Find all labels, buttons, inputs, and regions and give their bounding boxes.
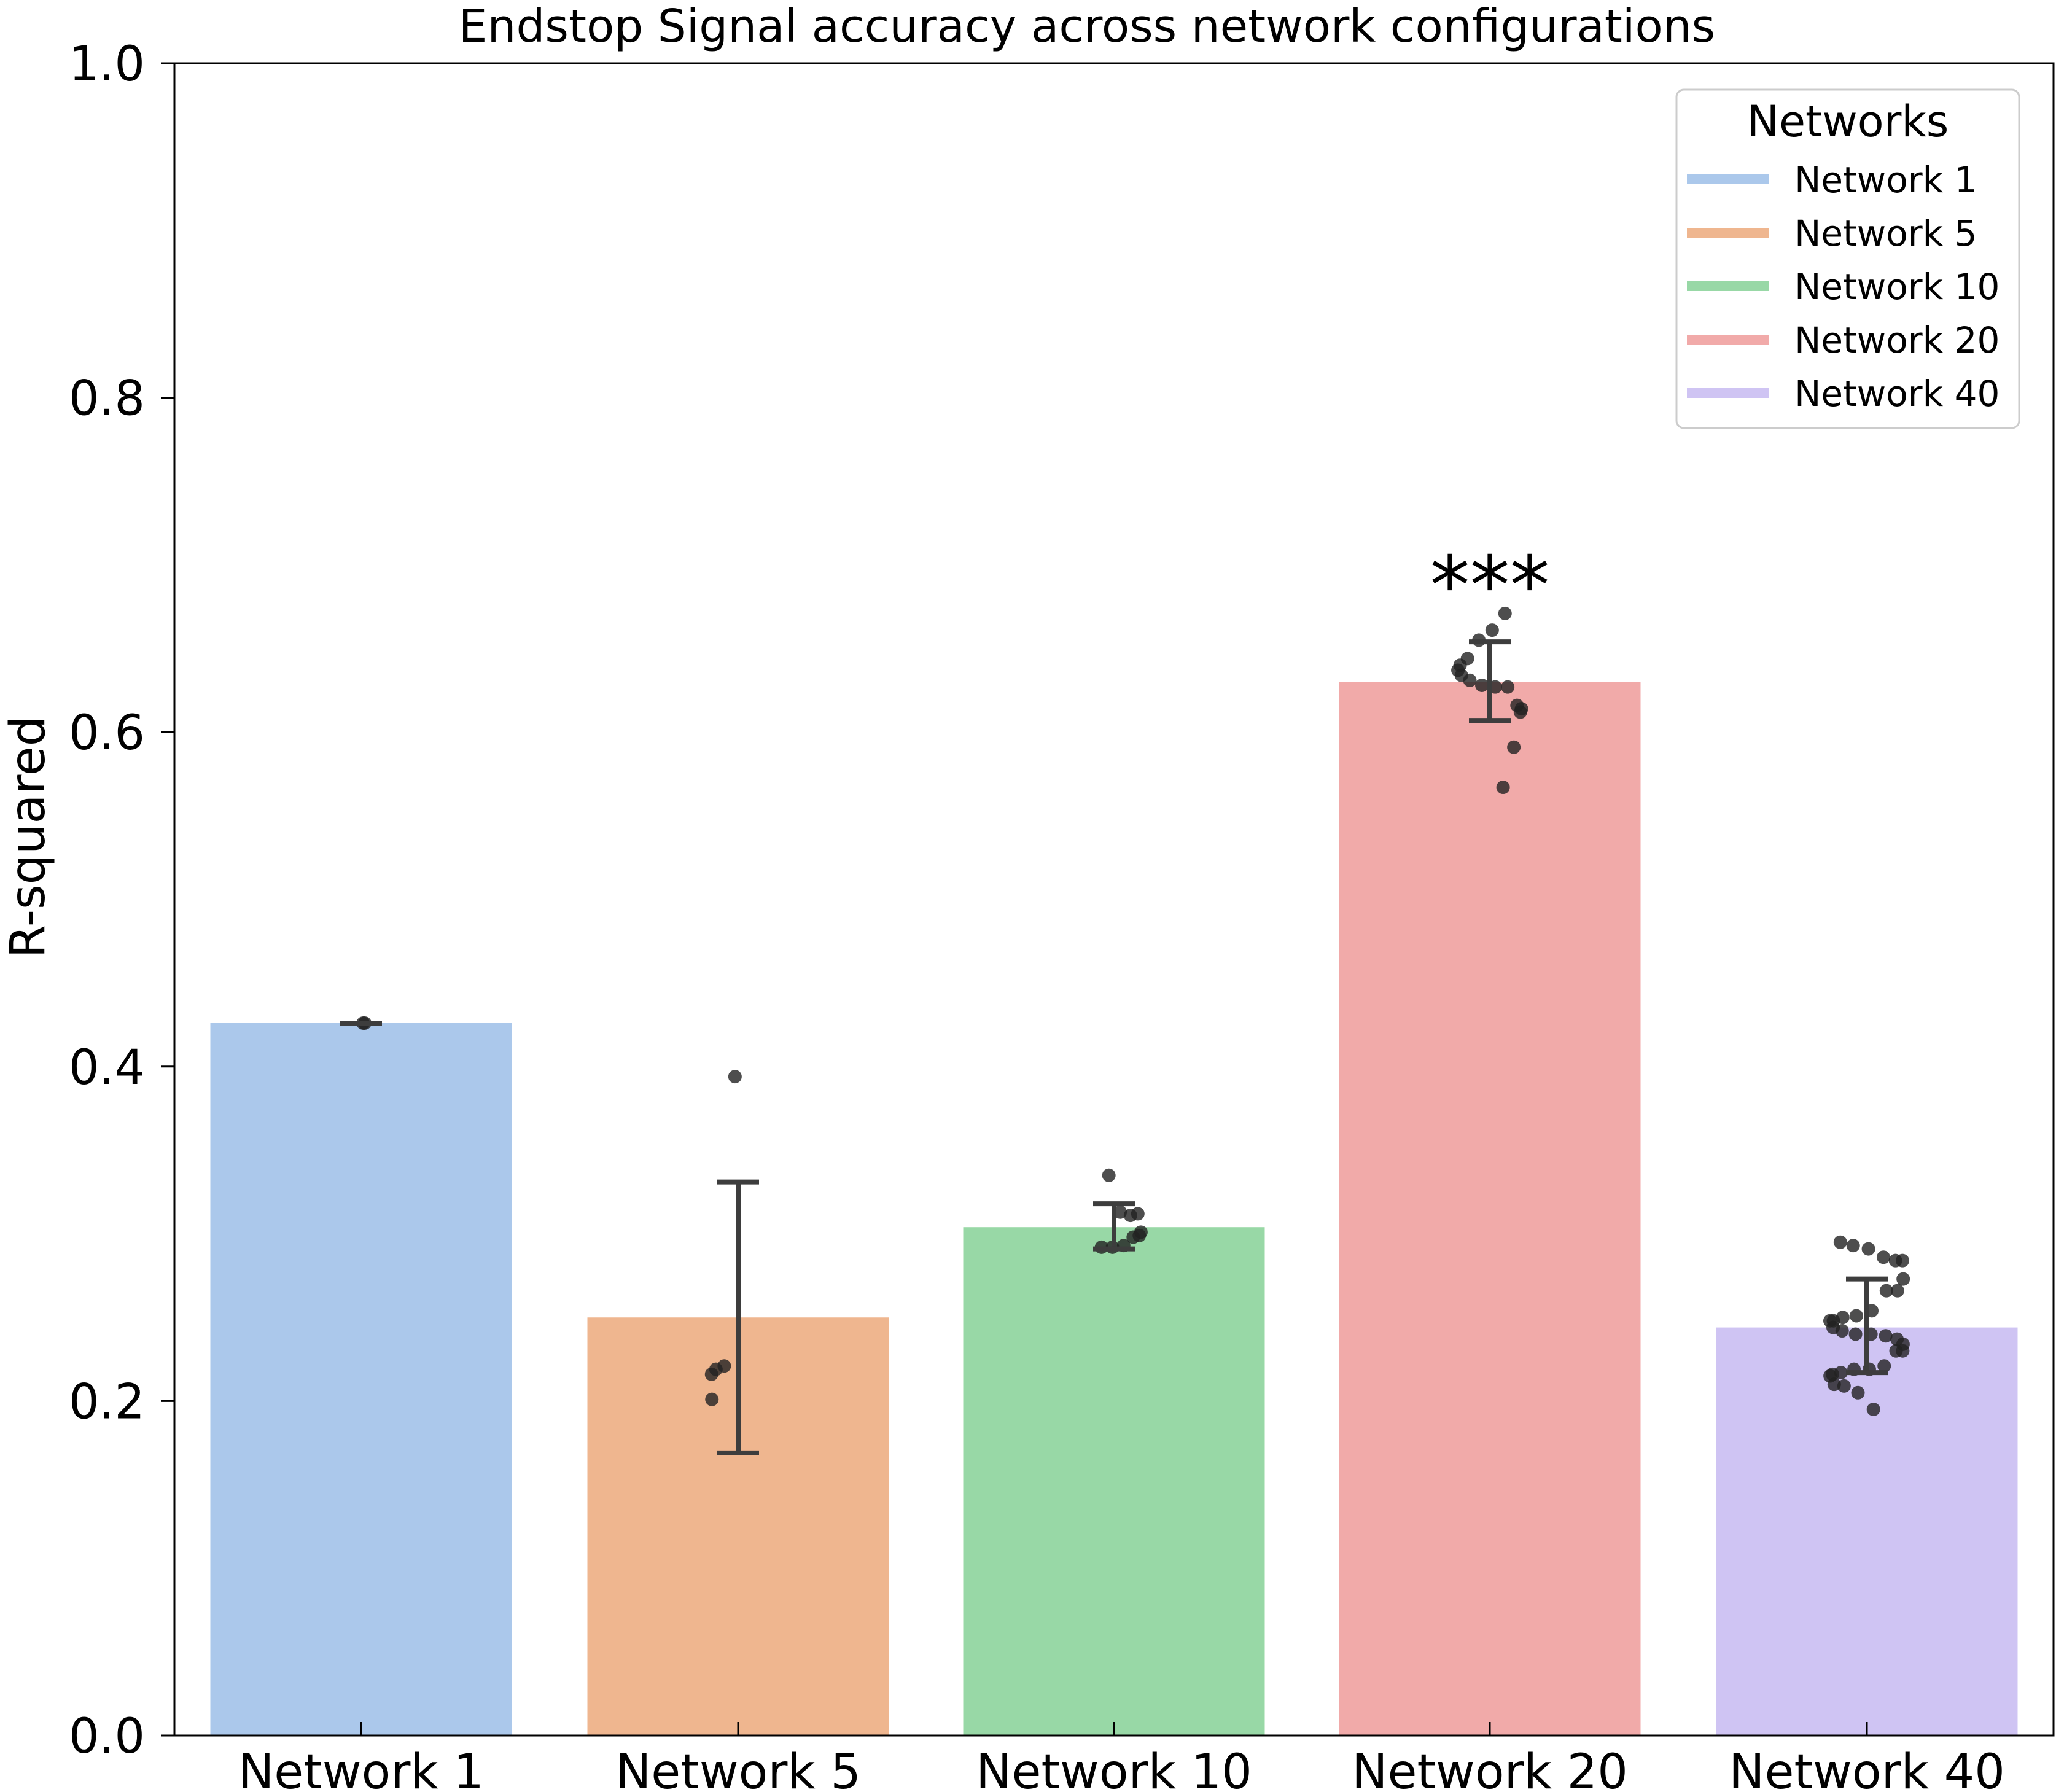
data-point: [1866, 1403, 1880, 1417]
data-point: [1833, 1235, 1847, 1249]
data-point: [1846, 1239, 1860, 1253]
data-point: [1890, 1284, 1904, 1298]
y-tick-label: 0.6: [69, 706, 145, 761]
y-axis-label: R-squared: [1, 716, 56, 958]
data-point: [1507, 740, 1521, 754]
data-point: [1102, 1168, 1116, 1182]
legend-title: Networks: [1747, 96, 1949, 147]
bar-4: [1339, 682, 1641, 1736]
error-bar-5: [1846, 1276, 1888, 1376]
data-point: [1131, 1207, 1145, 1221]
data-point: [1879, 1284, 1893, 1298]
chart-title: Endstop Signal accuracy across network c…: [459, 0, 1715, 53]
data-point: [1876, 1250, 1890, 1264]
bar-5: [1716, 1327, 2018, 1736]
data-point: [1835, 1324, 1849, 1338]
legend-label: Network 10: [1794, 266, 2000, 308]
data-point: [1498, 606, 1512, 620]
x-tick-label: Network 10: [976, 1745, 1252, 1792]
data-point: [1126, 1230, 1140, 1244]
data-point: [1837, 1379, 1851, 1393]
error-bar-2: [717, 1179, 759, 1455]
data-point: [1896, 1272, 1910, 1286]
data-point: [1861, 1242, 1875, 1256]
y-tick-label: 1.0: [69, 37, 145, 92]
legend-label: Network 40: [1794, 373, 2000, 415]
data-point: [728, 1070, 742, 1084]
x-tick-label: Network 40: [1729, 1745, 2005, 1792]
bar-3: [963, 1227, 1265, 1736]
annotations-layer: ***: [1430, 539, 1550, 632]
x-tick-label: Network 5: [615, 1745, 861, 1792]
data-point: [704, 1367, 718, 1381]
legend: Networks Network 1 Network 5 Network 10 Netw…: [1675, 88, 2020, 429]
data-point: [1849, 1309, 1863, 1323]
data-point: [1889, 1344, 1903, 1358]
data-point: [1896, 1253, 1910, 1268]
points-layer: [356, 606, 1910, 1417]
data-point: [1463, 673, 1477, 687]
data-point: [1113, 1205, 1127, 1219]
data-point: [1851, 1385, 1865, 1400]
legend-label: Network 5: [1794, 212, 1977, 254]
data-point: [1485, 623, 1499, 637]
x-tick-label: Network 1: [238, 1745, 484, 1792]
y-tick-label: 0.0: [69, 1709, 145, 1764]
bar-1: [210, 1023, 512, 1736]
data-point: [1475, 678, 1489, 692]
significance-marker: ***: [1430, 539, 1550, 632]
error-bar-4: [1469, 639, 1511, 723]
data-point: [1877, 1359, 1891, 1373]
y-tick-label: 0.4: [69, 1040, 145, 1096]
data-point: [1501, 680, 1515, 694]
x-tick-label: Network 20: [1352, 1745, 1628, 1792]
data-point: [1879, 1329, 1893, 1343]
y-tick-label: 0.8: [69, 372, 145, 427]
data-point: [1496, 781, 1510, 795]
error-bars-layer: [340, 639, 1888, 1455]
data-point: [1848, 1327, 1863, 1341]
error-bar-3: [1093, 1201, 1135, 1252]
data-point: [1513, 705, 1527, 719]
y-tick-label: 0.2: [69, 1374, 145, 1430]
data-point: [705, 1392, 719, 1406]
legend-label: Network 1: [1794, 159, 1977, 201]
bars-layer: [210, 682, 2018, 1736]
legend-label: Network 20: [1794, 319, 2000, 361]
